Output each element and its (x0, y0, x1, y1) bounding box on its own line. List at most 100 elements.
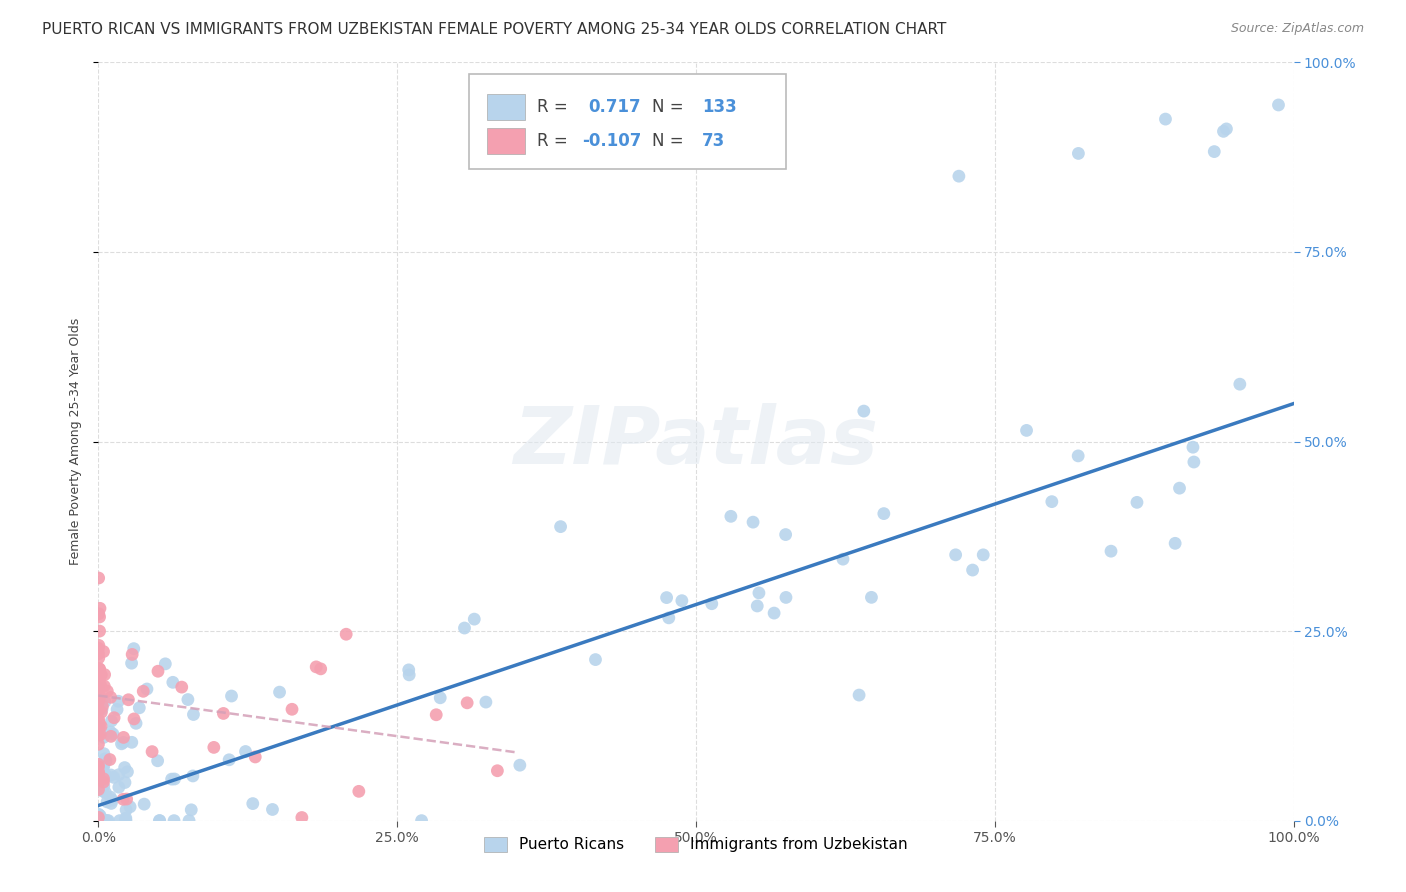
Point (1067, 146, 1090, 161)
Point (775, 527, 797, 541)
Point (87, 726, 110, 740)
Point (170, 680, 193, 694)
Point (742, 515, 765, 529)
Point (87, 737, 110, 751)
Point (87, 682, 110, 697)
Text: 133: 133 (702, 98, 737, 116)
Point (89, 814, 111, 828)
Point (134, 797, 156, 812)
Point (425, 707, 447, 722)
Point (87, 762, 110, 776)
Point (89, 814, 111, 828)
Point (242, 797, 264, 811)
Point (96, 795, 118, 809)
Point (94, 752, 117, 766)
Point (93, 759, 115, 773)
Point (87, 809, 110, 823)
Point (585, 652, 607, 666)
Legend: Puerto Ricans, Immigrants from Uzbekistan: Puerto Ricans, Immigrants from Uzbekista… (478, 830, 914, 858)
Point (87, 647, 110, 661)
Point (1040, 494, 1063, 508)
Point (87, 676, 110, 690)
Point (122, 712, 145, 726)
Point (1267, 98, 1289, 112)
Point (87, 681, 110, 695)
Point (114, 811, 136, 825)
Point (848, 688, 870, 702)
Point (91, 814, 114, 828)
Point (91, 765, 114, 780)
Point (93, 731, 115, 745)
Point (347, 784, 370, 798)
Point (212, 706, 235, 721)
Point (87, 662, 110, 676)
Point (486, 764, 509, 778)
Point (94, 814, 117, 828)
Point (141, 745, 163, 759)
Point (262, 802, 284, 816)
Point (89, 662, 111, 676)
Point (100, 714, 122, 728)
Point (89, 814, 111, 828)
Point (93, 644, 115, 658)
Point (98, 790, 121, 805)
Point (93, 775, 115, 789)
Point (101, 727, 124, 741)
Point (108, 814, 131, 828)
Point (429, 690, 451, 705)
Point (97, 814, 120, 828)
Point (87, 673, 110, 688)
Point (235, 744, 257, 758)
Point (218, 753, 240, 767)
Point (1099, 544, 1122, 558)
Point (291, 811, 314, 825)
Point (269, 685, 291, 699)
Point (132, 684, 155, 698)
Point (655, 591, 678, 605)
Point (747, 599, 769, 613)
Point (87, 728, 110, 742)
Point (87, 760, 110, 774)
Point (87, 757, 110, 772)
Point (398, 663, 420, 677)
Point (475, 695, 498, 709)
Point (91, 762, 114, 776)
Point (87, 810, 110, 824)
Point (1215, 122, 1237, 136)
Point (89, 601, 111, 615)
Point (948, 169, 970, 184)
Point (117, 764, 139, 779)
Point (91, 699, 114, 714)
Point (100, 690, 122, 705)
Point (1182, 455, 1205, 469)
Point (89, 758, 111, 772)
Point (763, 606, 786, 620)
Point (163, 772, 186, 786)
Point (305, 660, 328, 674)
Point (96, 814, 118, 828)
Point (335, 627, 357, 641)
Point (121, 656, 143, 670)
Point (100, 730, 122, 744)
Y-axis label: Female Poverty Among 25-34 Year Olds: Female Poverty Among 25-34 Year Olds (69, 318, 83, 566)
Text: R =: R = (537, 98, 568, 116)
Point (94, 695, 117, 709)
Point (177, 692, 200, 706)
Point (115, 792, 138, 806)
Point (87, 766, 110, 780)
Point (122, 641, 145, 656)
Point (89, 728, 111, 742)
Point (90, 668, 112, 682)
Point (177, 814, 200, 828)
Point (155, 657, 177, 671)
Point (700, 597, 723, 611)
Point (93, 779, 115, 793)
Point (180, 803, 202, 817)
Text: R =: R = (537, 132, 568, 150)
Point (411, 814, 433, 828)
Point (1154, 112, 1177, 127)
Point (93, 667, 115, 681)
Point (1204, 145, 1226, 159)
Point (114, 761, 136, 775)
Point (90, 705, 112, 719)
